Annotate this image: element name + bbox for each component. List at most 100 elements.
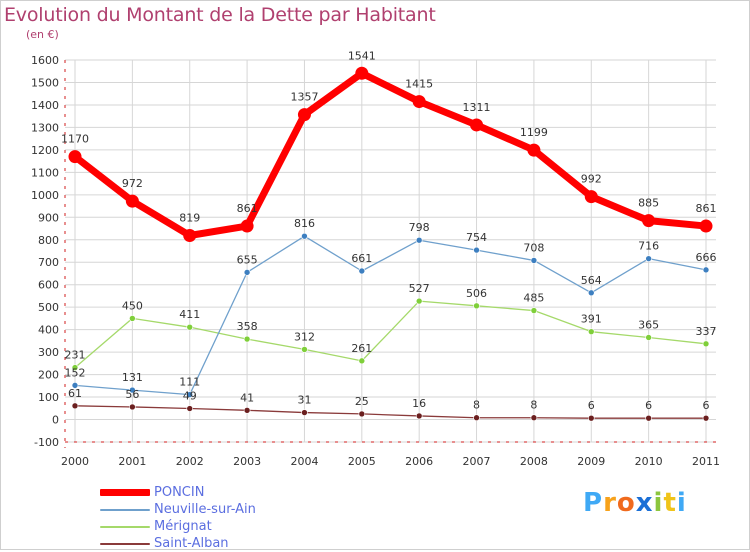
y-tick-label: 300 bbox=[38, 346, 59, 359]
series-line-poncin bbox=[71, 69, 710, 239]
x-tick-label: 2004 bbox=[290, 455, 318, 468]
data-point-neuville-sur-ain bbox=[358, 267, 366, 275]
y-tick-label: 600 bbox=[38, 279, 59, 292]
x-tick-label: 2011 bbox=[692, 455, 720, 468]
proxiti-logo[interactable]: Proxiti bbox=[583, 488, 687, 518]
y-tick-label: 0 bbox=[52, 414, 59, 427]
data-label-m-rignat: 450 bbox=[122, 299, 143, 312]
data-point-saint-alban bbox=[415, 412, 423, 420]
data-label-saint-alban: 41 bbox=[240, 391, 254, 404]
data-label-neuville-sur-ain: 661 bbox=[351, 252, 372, 265]
data-label-poncin: 1311 bbox=[463, 101, 491, 114]
data-label-poncin: 1199 bbox=[520, 126, 548, 139]
x-tick-label: 2000 bbox=[61, 455, 89, 468]
data-label-neuville-sur-ain: 564 bbox=[581, 274, 602, 287]
y-tick-label: 800 bbox=[38, 234, 59, 247]
data-point-m-rignat bbox=[186, 323, 194, 331]
data-point-neuville-sur-ain bbox=[587, 289, 595, 297]
legend-label-poncin: PONCIN bbox=[154, 484, 205, 500]
data-point-saint-alban bbox=[358, 410, 366, 418]
y-tick-label: 1600 bbox=[31, 54, 59, 67]
data-point-saint-alban bbox=[129, 403, 136, 411]
data-point-neuville-sur-ain bbox=[702, 266, 710, 274]
x-tick-label: 2009 bbox=[577, 455, 605, 468]
legend-label-neuville-sur-ain: Neuville-sur-Ain bbox=[154, 501, 256, 517]
chart-title: Evolution du Montant de la Dette par Hab… bbox=[4, 4, 436, 26]
data-label-m-rignat: 261 bbox=[351, 342, 372, 355]
y-tick-label: 900 bbox=[38, 211, 59, 224]
data-point-neuville-sur-ain bbox=[243, 269, 251, 276]
data-point-neuville-sur-ain bbox=[530, 257, 538, 264]
data-point-poncin bbox=[699, 219, 713, 233]
data-label-saint-alban: 8 bbox=[530, 399, 537, 412]
data-point-neuville-sur-ain bbox=[415, 236, 423, 244]
data-point-m-rignat bbox=[587, 328, 595, 335]
data-label-poncin: 1541 bbox=[348, 49, 376, 62]
legend-swatch-saint-alban bbox=[100, 542, 150, 545]
data-label-poncin: 819 bbox=[179, 211, 200, 224]
data-label-poncin: 992 bbox=[581, 173, 602, 186]
logo-letter: i bbox=[676, 488, 687, 518]
legend-item-neuville-sur-ain[interactable]: Neuville-sur-Ain bbox=[100, 501, 256, 518]
x-tick-label: 2001 bbox=[118, 455, 146, 468]
data-point-poncin bbox=[240, 219, 254, 233]
data-point-poncin bbox=[183, 228, 197, 242]
data-point-saint-alban bbox=[530, 414, 538, 422]
data-label-poncin: 1415 bbox=[405, 78, 433, 91]
data-point-poncin bbox=[584, 190, 598, 204]
chart-subtitle: (en €) bbox=[26, 28, 59, 41]
data-point-m-rignat bbox=[473, 302, 480, 310]
data-point-m-rignat bbox=[243, 335, 251, 343]
data-point-saint-alban bbox=[301, 409, 308, 416]
y-tick-label: 200 bbox=[38, 369, 59, 382]
data-point-saint-alban bbox=[645, 414, 652, 422]
data-label-neuville-sur-ain: 111 bbox=[179, 376, 200, 389]
data-point-saint-alban bbox=[702, 414, 710, 422]
data-label-m-rignat: 391 bbox=[581, 313, 602, 326]
logo-letter: i bbox=[653, 488, 664, 518]
y-tick-label: -100 bbox=[34, 436, 59, 449]
series-line-saint-alban bbox=[74, 405, 707, 419]
data-label-poncin: 972 bbox=[122, 177, 143, 190]
data-label-poncin: 885 bbox=[638, 197, 659, 210]
logo-letter: P bbox=[583, 488, 604, 518]
data-label-saint-alban: 6 bbox=[703, 399, 710, 412]
y-tick-label: 1200 bbox=[31, 144, 59, 157]
y-tick-label: 100 bbox=[38, 391, 59, 404]
data-point-m-rignat bbox=[129, 315, 136, 322]
x-tick-label: 2005 bbox=[348, 455, 376, 468]
logo-letter: o bbox=[616, 488, 636, 518]
data-point-poncin bbox=[470, 118, 484, 132]
legend-label-merignat: Mérignat bbox=[154, 518, 212, 534]
data-label-saint-alban: 16 bbox=[412, 397, 426, 410]
data-point-poncin bbox=[355, 66, 369, 80]
data-point-m-rignat bbox=[358, 357, 366, 365]
legend-swatch-neuville-sur-ain bbox=[100, 508, 150, 511]
data-point-neuville-sur-ain bbox=[71, 382, 79, 389]
legend: PONCIN Neuville-sur-Ain Mérignat Saint-A… bbox=[100, 484, 256, 552]
data-point-poncin bbox=[412, 95, 426, 109]
legend-item-saint-alban[interactable]: Saint-Alban bbox=[100, 535, 256, 552]
data-label-neuville-sur-ain: 816 bbox=[294, 217, 315, 230]
data-label-poncin: 861 bbox=[696, 202, 717, 215]
data-label-m-rignat: 231 bbox=[65, 349, 86, 362]
y-tick-label: 700 bbox=[38, 256, 59, 269]
data-label-saint-alban: 6 bbox=[588, 399, 595, 412]
data-point-neuville-sur-ain bbox=[645, 255, 652, 262]
y-tick-label: 1000 bbox=[31, 189, 59, 202]
data-point-poncin bbox=[68, 150, 82, 164]
data-label-neuville-sur-ain: 152 bbox=[65, 366, 86, 379]
series-line-m-rignat bbox=[74, 300, 707, 369]
data-label-m-rignat: 411 bbox=[179, 308, 200, 321]
legend-item-poncin[interactable]: PONCIN bbox=[100, 484, 256, 501]
data-label-poncin: 1170 bbox=[61, 133, 89, 146]
y-tick-label: 1100 bbox=[31, 166, 59, 179]
data-label-m-rignat: 506 bbox=[466, 287, 487, 300]
legend-swatch-poncin bbox=[100, 489, 150, 496]
legend-item-merignat[interactable]: Mérignat bbox=[100, 518, 256, 535]
data-label-m-rignat: 337 bbox=[696, 325, 717, 338]
data-label-m-rignat: 527 bbox=[409, 282, 430, 295]
data-point-neuville-sur-ain bbox=[301, 232, 308, 240]
data-label-saint-alban: 31 bbox=[297, 394, 311, 407]
data-label-saint-alban: 49 bbox=[183, 390, 197, 403]
